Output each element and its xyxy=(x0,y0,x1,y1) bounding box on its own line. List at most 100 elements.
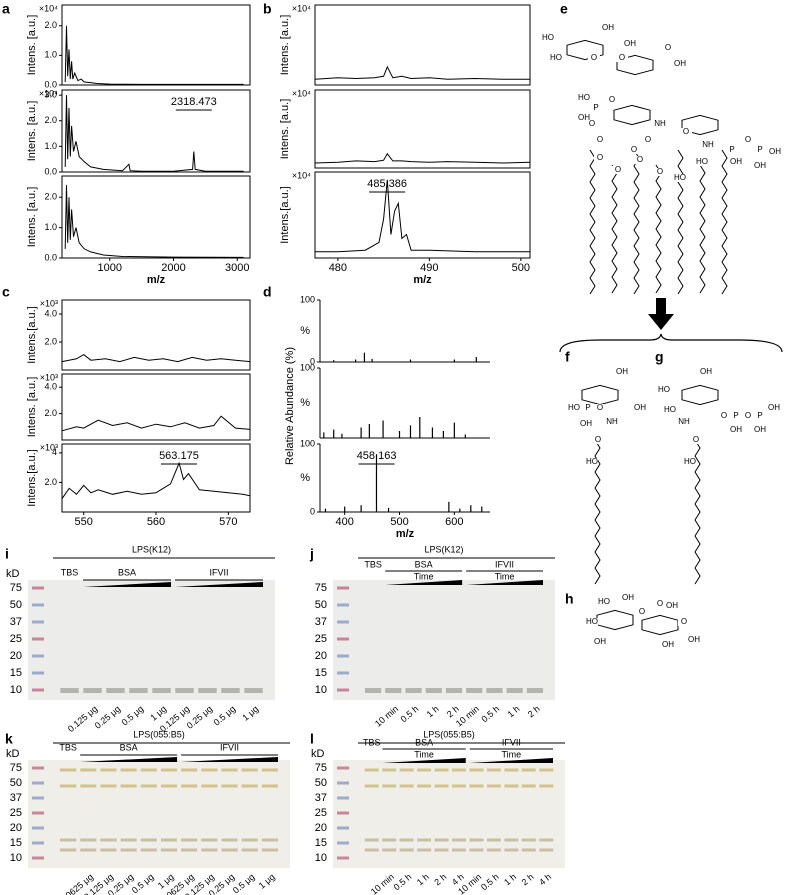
ladder-band xyxy=(32,826,44,830)
atom-bg xyxy=(542,34,554,42)
atom-bg xyxy=(592,436,604,444)
atom-label: HO xyxy=(664,405,676,414)
sample-band xyxy=(221,688,240,693)
y-axis-label: Intens. [a.u.] xyxy=(26,101,38,162)
atom-label: O xyxy=(721,411,727,420)
lane-label: 0.5 μg xyxy=(231,872,257,895)
amount-wedge xyxy=(469,758,553,763)
sample-band xyxy=(434,848,449,852)
plot-frame xyxy=(61,175,251,259)
amount-wedge xyxy=(175,582,263,587)
sample-band xyxy=(506,688,523,693)
plot-frame xyxy=(61,4,251,86)
amount-wedge xyxy=(181,757,278,762)
sugar-ring xyxy=(596,609,634,631)
y-tick-label: 100 xyxy=(300,362,315,372)
acyl-chain xyxy=(699,164,706,294)
marker-label: 37 xyxy=(315,616,327,628)
atom-bg xyxy=(654,120,666,128)
y-tick-label: 0.0 xyxy=(44,166,57,176)
sample-band xyxy=(385,688,402,693)
atom-label: O xyxy=(745,135,751,144)
atom-label: O xyxy=(631,145,637,154)
atom-label: O xyxy=(639,607,645,616)
lane-label: 10 min xyxy=(454,704,481,729)
atom-bg xyxy=(634,156,646,164)
atom-bg xyxy=(568,404,580,412)
sample-band xyxy=(521,784,536,788)
sample-band xyxy=(452,768,466,772)
sample-band xyxy=(152,688,171,693)
y-tick-label: 2.0 xyxy=(44,477,57,487)
atom-label: O xyxy=(645,135,651,144)
atom-label: O xyxy=(619,53,625,62)
sample-band xyxy=(365,688,382,693)
sample-band xyxy=(521,838,536,842)
atom-bg xyxy=(702,141,714,149)
gel-image xyxy=(333,760,565,868)
y-scale: ×10³ xyxy=(40,372,58,382)
sample-band xyxy=(140,768,157,772)
sample-band xyxy=(140,848,157,852)
plot-frame xyxy=(314,89,531,169)
sample-band xyxy=(201,848,218,852)
ladder-band xyxy=(337,841,349,845)
atom-label: OH xyxy=(730,425,742,434)
marker-label: 37 xyxy=(10,616,22,628)
marker-label: 10 xyxy=(10,852,22,864)
gel-title: LPS(055:B5) xyxy=(423,729,475,739)
group-sublabel: Time xyxy=(414,749,434,759)
y-tick-label: 3.0 xyxy=(44,90,57,100)
atom-label: HO xyxy=(658,385,670,394)
ladder-band xyxy=(337,856,349,860)
group-label: TBS xyxy=(59,742,77,752)
sample-band xyxy=(486,838,501,842)
x-tick-label: 550 xyxy=(75,516,93,528)
atom-label: O xyxy=(745,411,751,420)
lane-label: 4 h xyxy=(537,872,553,888)
sample-band xyxy=(261,768,278,772)
atom-bg xyxy=(586,618,598,626)
atom-bg xyxy=(586,120,598,128)
atom-bg xyxy=(550,54,562,62)
marker-label: 15 xyxy=(10,667,22,679)
x-tick-label: 570 xyxy=(219,516,237,528)
atom-bg xyxy=(662,641,674,649)
marker-label: 25 xyxy=(315,633,327,645)
kd-label: kD xyxy=(6,748,20,760)
sample-band xyxy=(539,838,554,842)
lane-label: 2 h xyxy=(432,872,448,888)
sample-band xyxy=(241,784,258,788)
lane-label: 0.5 μg xyxy=(130,872,156,895)
sample-band xyxy=(434,784,449,788)
atom-label: O xyxy=(637,155,643,164)
sample-band xyxy=(181,848,198,852)
sample-band xyxy=(120,838,137,842)
y-axis-label: Intens.[a.u.] xyxy=(279,186,291,243)
y-scale: ×10⁴ xyxy=(292,88,311,98)
ladder-band xyxy=(337,826,349,830)
sugar-ring xyxy=(681,384,719,406)
y-unit: % xyxy=(300,472,310,484)
atom-label: P xyxy=(729,145,734,154)
kd-label: kD xyxy=(311,748,325,760)
y-scale: ×10³ xyxy=(40,442,58,452)
panel-letter: g xyxy=(655,349,664,365)
atom-label: OH xyxy=(754,425,766,434)
plot-frame xyxy=(314,4,531,86)
atom-bg xyxy=(726,146,738,154)
sample-band xyxy=(221,848,238,852)
sample-band xyxy=(60,784,77,788)
sample-band xyxy=(106,688,125,693)
atom-label: HO xyxy=(598,597,610,606)
atom-bg xyxy=(664,406,676,414)
sample-band xyxy=(452,838,466,842)
acyl-chain xyxy=(694,439,701,585)
lane-label: 1 h xyxy=(505,704,521,720)
lane-label: 0.125 μg xyxy=(66,704,99,734)
atom-bg xyxy=(642,136,654,144)
atom-bg xyxy=(612,166,624,174)
marker-label: 15 xyxy=(315,667,327,679)
acyl-chain xyxy=(655,164,662,294)
sample-band xyxy=(539,784,554,788)
